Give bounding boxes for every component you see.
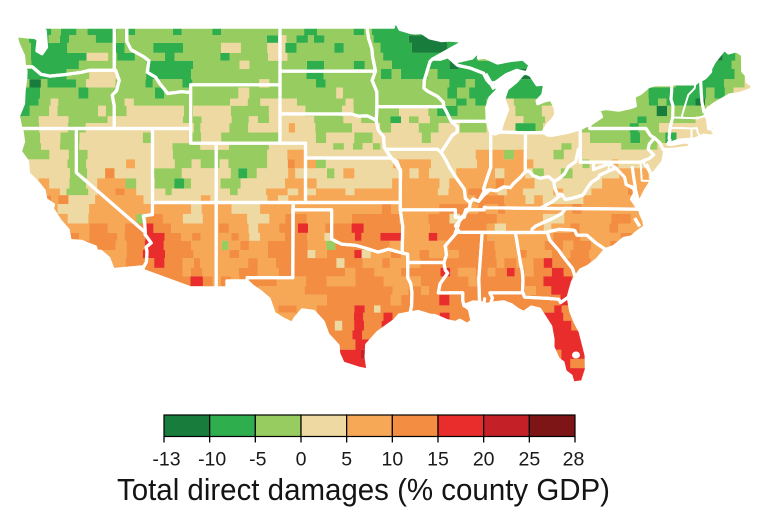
svg-text:-5: -5 [249,449,266,471]
svg-text:15: 15 [427,449,449,471]
svg-text:Total direct damages (% county: Total direct damages (% county GDP) [117,472,610,507]
svg-text:10: 10 [381,449,403,471]
svg-text:-13: -13 [152,449,180,471]
svg-text:-10: -10 [198,449,226,471]
svg-text:25: 25 [518,449,540,471]
svg-text:28: 28 [563,449,585,471]
svg-text:0: 0 [296,449,307,471]
svg-text:5: 5 [341,449,352,471]
svg-text:20: 20 [473,449,495,471]
